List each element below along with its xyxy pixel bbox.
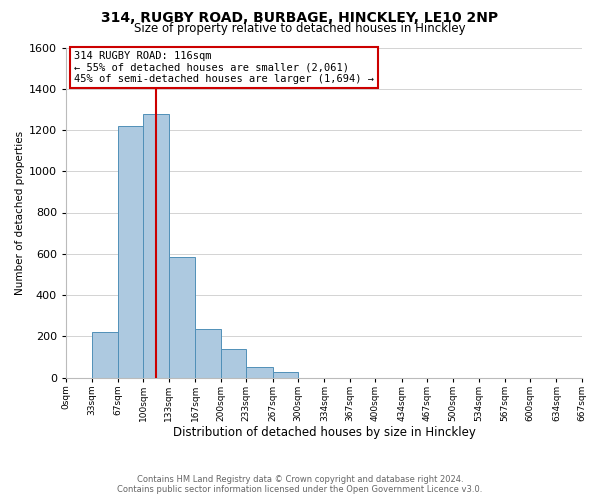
Bar (143, 114, 169, 378)
Bar (92, 332, 118, 378)
Bar (221, 348, 246, 378)
Text: Size of property relative to detached houses in Hinckley: Size of property relative to detached ho… (134, 22, 466, 35)
X-axis label: Distribution of detached houses by size in Hinckley: Distribution of detached houses by size … (173, 426, 475, 440)
Text: Contains HM Land Registry data © Crown copyright and database right 2024.
Contai: Contains HM Land Registry data © Crown c… (118, 474, 482, 494)
Bar (195, 329, 221, 378)
Bar (169, 257, 195, 378)
Text: 314, RUGBY ROAD, BURBAGE, HINCKLEY, LE10 2NP: 314, RUGBY ROAD, BURBAGE, HINCKLEY, LE10… (101, 11, 499, 25)
Bar (272, 372, 298, 378)
Bar (118, 126, 143, 378)
Text: 314 RUGBY ROAD: 116sqm
← 55% of detached houses are smaller (2,061)
45% of semi-: 314 RUGBY ROAD: 116sqm ← 55% of detached… (74, 51, 374, 84)
Y-axis label: Number of detached properties: Number of detached properties (14, 130, 25, 294)
Bar (246, 367, 272, 378)
